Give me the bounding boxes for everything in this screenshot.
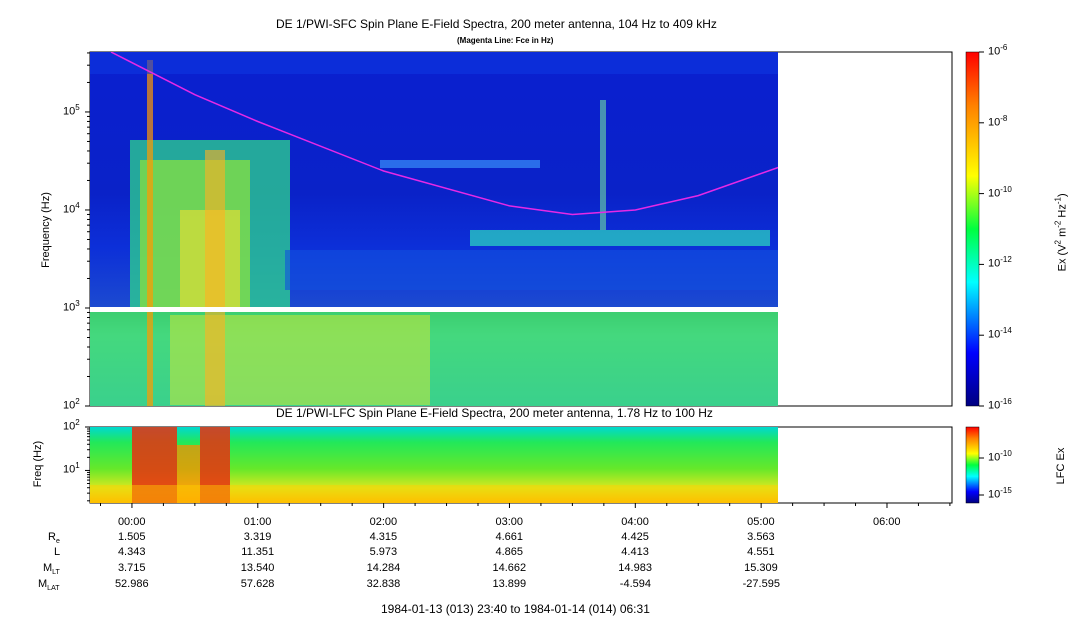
ephemeris-value: 3.563 (747, 531, 775, 543)
x-tick-label: 05:00 (747, 516, 775, 528)
colorbar-tick-label: 10-10 (988, 184, 1012, 200)
top-chart-subtitle: (Magenta Line: Fce in Hz) (457, 36, 554, 45)
colorbar-tick-label: 10-14 (988, 326, 1012, 341)
ephemeris-row-label: L (54, 546, 61, 558)
ephemeris-value: 13.540 (240, 562, 275, 574)
ephemeris-value: 14.983 (618, 562, 652, 574)
ephemeris-value: 3.319 (243, 531, 272, 543)
x-tick-label: 00:00 (117, 516, 146, 528)
ephemeris-value: 14.284 (366, 562, 401, 574)
x-tick-label: 06:00 (872, 516, 901, 528)
y-tick-label-top: 103 (63, 298, 80, 314)
x-tick-label: 03:00 (495, 516, 523, 528)
ephemeris-value: 4.661 (495, 531, 523, 543)
ephemeris-row-label: MLAT (38, 578, 60, 593)
x-tick-label: 02:00 (369, 516, 398, 528)
ephemeris-value: 4.343 (117, 546, 146, 558)
ephemeris-value: 13.899 (492, 578, 527, 590)
ephemeris-value: 5.973 (369, 546, 398, 558)
colorbar-tick-label: 10-15 (988, 486, 1012, 501)
ephemeris-value: -27.595 (742, 578, 780, 590)
ephemeris-value: -4.594 (619, 578, 651, 590)
colorbar-tick-label: 10-10 (988, 449, 1012, 464)
y-tick-label-top: 102 (63, 397, 80, 412)
data-gap (90, 307, 778, 312)
top-y-axis-label: Frequency (Hz) (40, 192, 52, 268)
ephemeris-value: 32.838 (366, 578, 401, 590)
y-tick-label-bottom: 102 (63, 418, 80, 433)
colorbar-tick-label: 10-8 (988, 113, 1008, 129)
ephemeris-value: 11.351 (241, 546, 275, 558)
fce-line (110, 52, 778, 216)
top-chart-title: DE 1/PWI-SFC Spin Plane E-Field Spectra,… (276, 17, 717, 31)
ephemeris-value: 4.865 (495, 546, 523, 558)
bottom-chart-title: DE 1/PWI-LFC Spin Plane E-Field Spectra,… (276, 406, 713, 420)
ephemeris-row-label: MLT (43, 562, 60, 577)
ephemeris-value: 15.309 (744, 562, 778, 574)
ephemeris-value: 52.986 (114, 578, 149, 590)
ephemeris-value: 4.551 (747, 546, 775, 558)
top-colorbar (965, 51, 980, 407)
ephemeris-value: 57.628 (240, 578, 275, 590)
y-tick-label-top: 104 (63, 200, 80, 216)
y-tick-label-bottom: 101 (63, 461, 80, 477)
colorbar-tick-label: 10-12 (988, 255, 1012, 271)
colorbar-tick-label: 10-6 (988, 43, 1008, 58)
bottom-y-axis-label: Freq (Hz) (32, 440, 44, 488)
y-tick-label-top: 105 (63, 102, 80, 118)
x-tick-label: 04:00 (621, 516, 649, 528)
ephemeris-value: 3.715 (117, 562, 146, 574)
ephemeris-row-label: Re (48, 531, 60, 546)
top-spectrogram (90, 52, 778, 406)
ephemeris-value: 4.315 (369, 531, 398, 543)
colorbar-tick-label: 10-16 (988, 397, 1012, 412)
top-colorbar-label: Ex (V2 m-2 Hz-1) (1053, 193, 1069, 272)
bottom-colorbar (965, 426, 980, 504)
x-tick-label: 01:00 (243, 516, 272, 528)
bottom-spectrogram (90, 427, 778, 503)
footer-time-range: 1984-01-13 (013) 23:40 to 1984-01-14 (01… (381, 602, 650, 616)
ephemeris-value: 4.413 (621, 546, 649, 558)
bottom-colorbar-label: LFC Ex (1055, 447, 1067, 485)
ephemeris-value: 14.662 (492, 562, 527, 574)
ephemeris-value: 4.425 (621, 531, 649, 543)
ephemeris-value: 1.505 (117, 531, 146, 543)
